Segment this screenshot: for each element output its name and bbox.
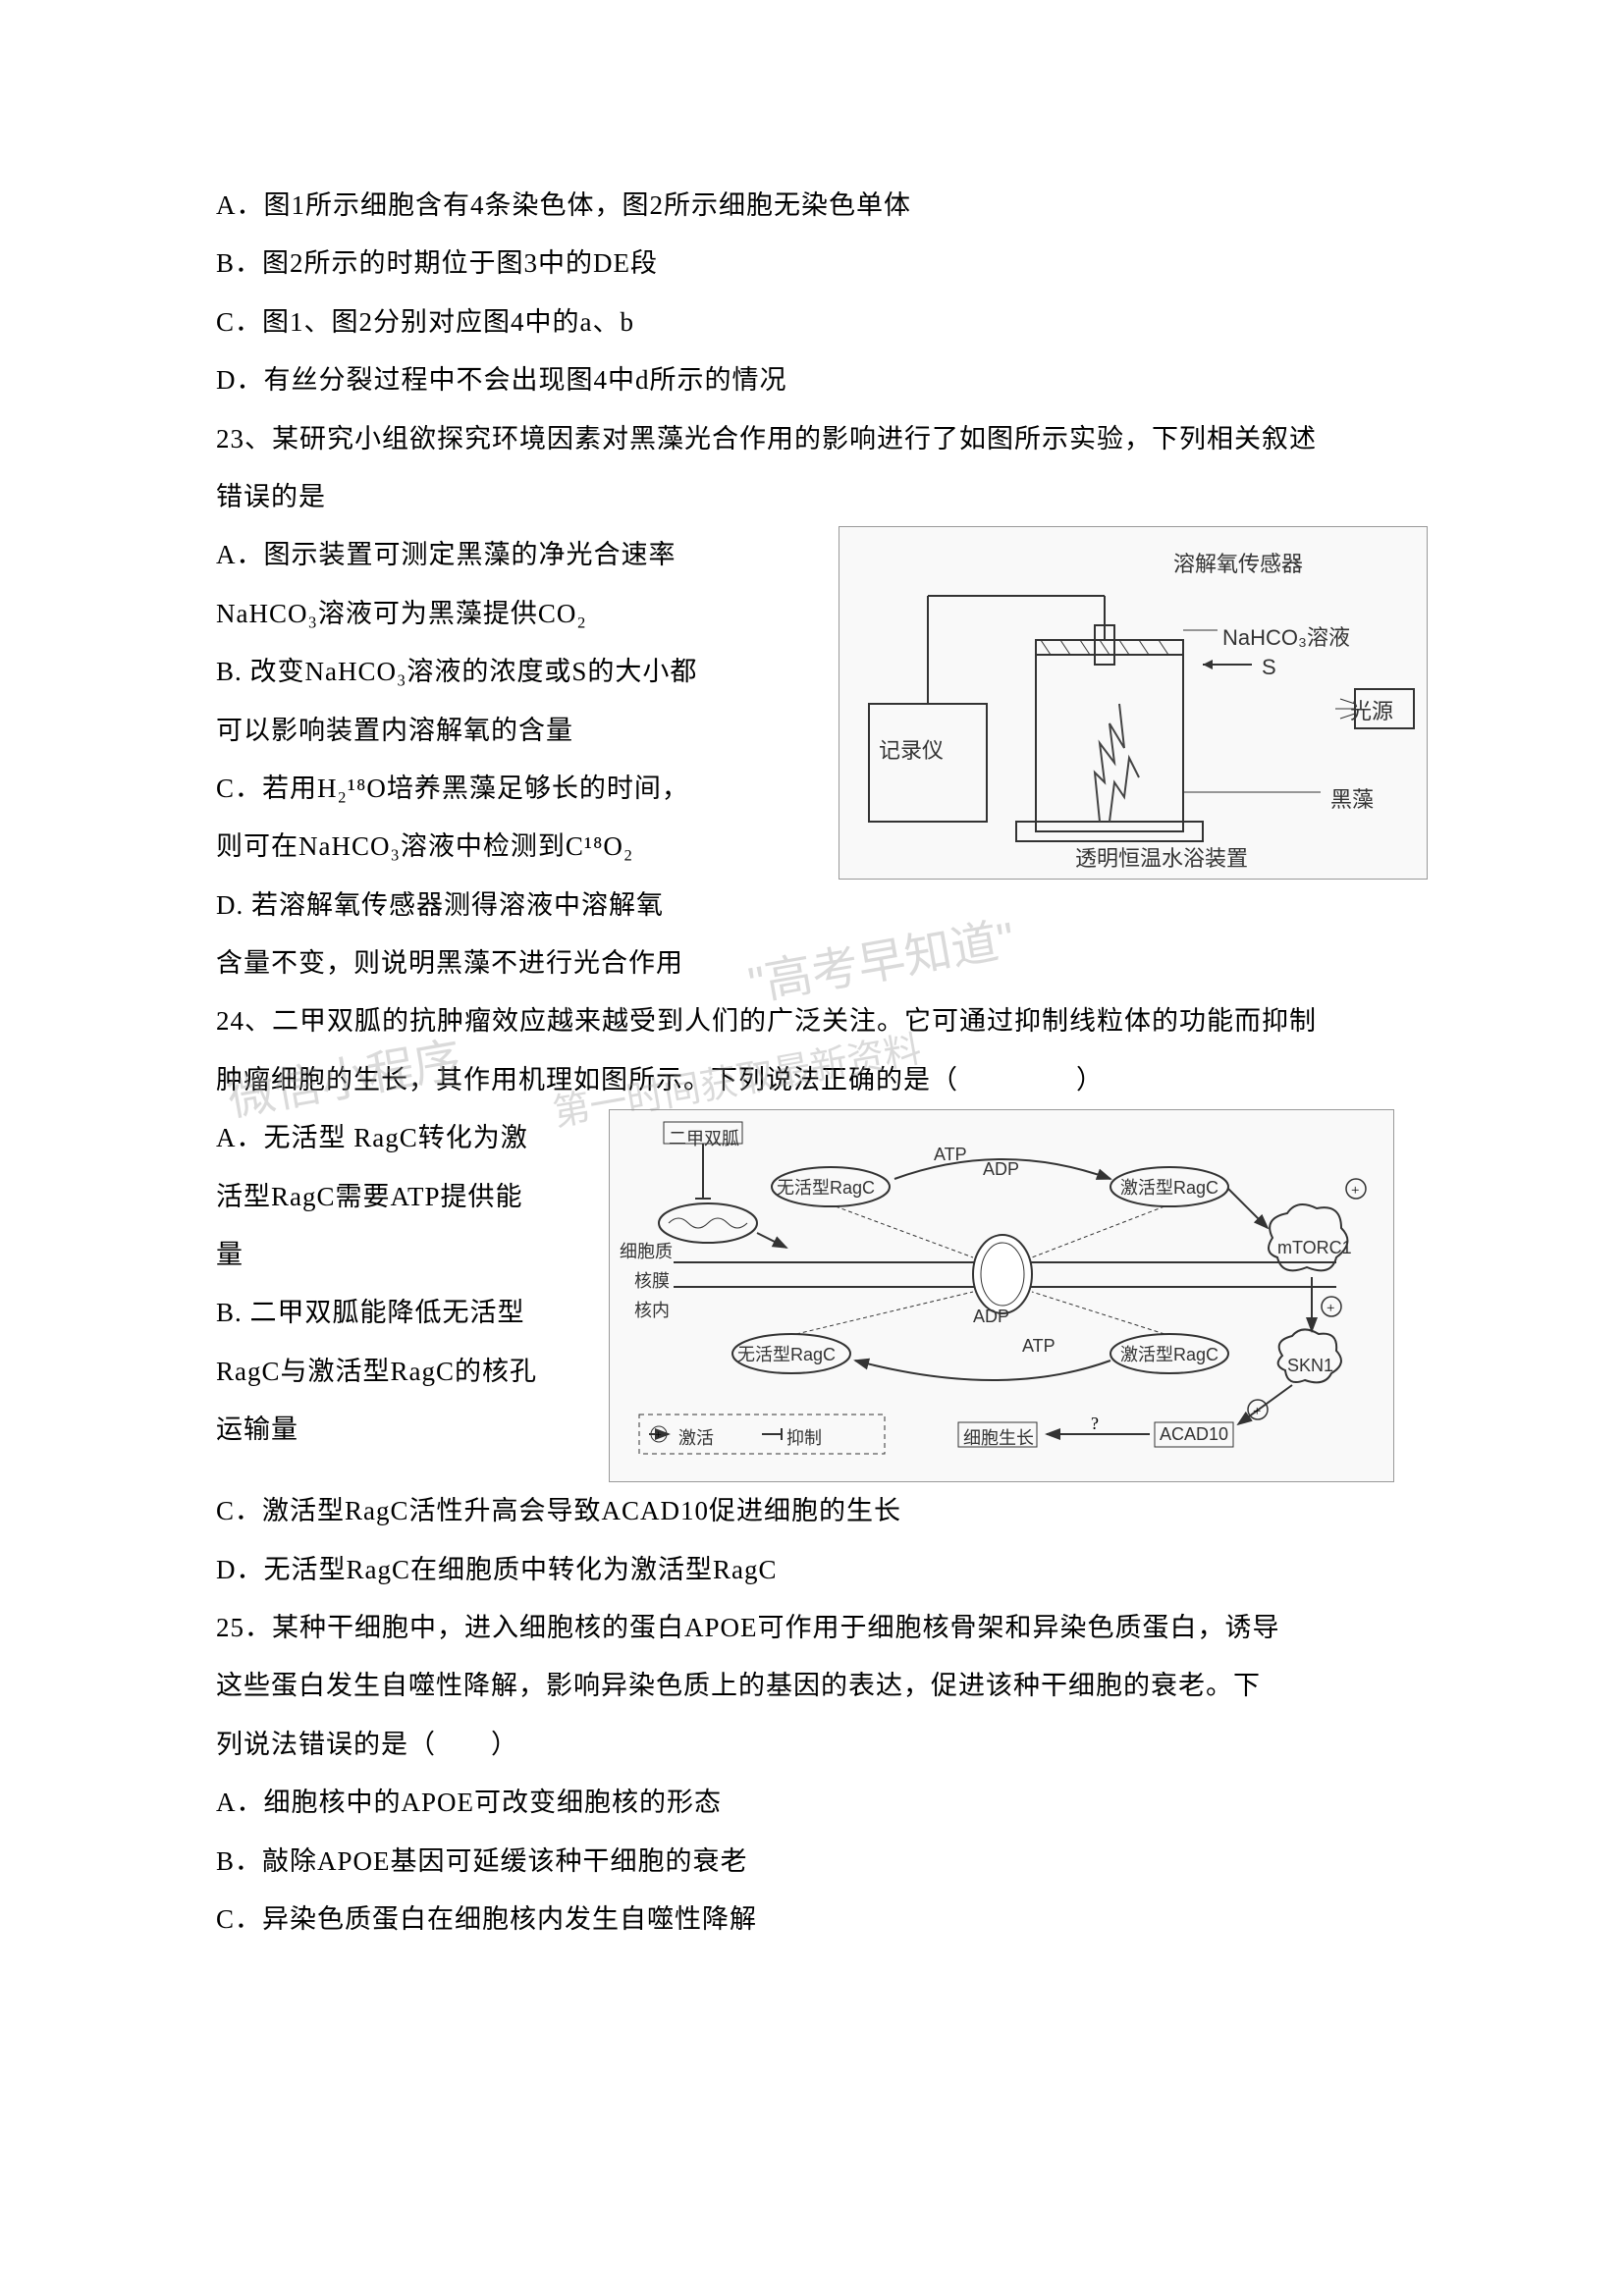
q23-figure-container: 溶解氧传感器 NaHCO₃溶液 S 光源 记录仪 黑藻 透明恒温水浴装置 (839, 526, 1428, 880)
q24-label-active1: 激活型RagC (1120, 1174, 1218, 1200)
q23-option-b-line2: 可以影响装置内溶解氧的含量 (216, 702, 819, 760)
q25-stem-line3: 列说法错误的是（ ） (216, 1716, 1428, 1774)
q24-label-nucleus: 核内 (634, 1297, 670, 1322)
q23-label-bath: 透明恒温水浴装置 (1075, 841, 1248, 873)
q24-option-a-line1: A．无活型 RagC转化为激 (216, 1109, 589, 1167)
q24-option-a-line3: 量 (216, 1226, 589, 1284)
q23-label-solution: NaHCO₃溶液 (1222, 620, 1350, 652)
q24-option-b-line3: 运输量 (216, 1401, 589, 1459)
q24-text-column: A．无活型 RagC转化为激 活型RagC需要ATP提供能 量 B. 二甲双胍能… (216, 1109, 589, 1459)
q24-option-b-line2: RagC与激活型RagC的核孔 (216, 1343, 589, 1401)
q24-label-skn1: SKN1 (1287, 1356, 1333, 1376)
q24-stem-line2-end: ） (1076, 1065, 1104, 1095)
q24-label-acad10: ACAD10 (1160, 1424, 1228, 1445)
q24-label-inactive2: 无活型RagC (737, 1341, 836, 1366)
q24-label-adp2: ADP (973, 1307, 1009, 1327)
q22-option-c: C．图1、图2分别对应图4中的a、b (216, 294, 1428, 351)
q23-option-a-line2: NaHCO₃溶液可为黑藻提供CO₂ (216, 585, 819, 643)
q24-option-b-line1: B. 二甲双胍能降低无活型 (216, 1284, 589, 1342)
q24-label-mtorc1: mTORC1 (1277, 1238, 1352, 1258)
q23-label-sensor: 溶解氧传感器 (1173, 547, 1303, 578)
q24-stem-line2-text: 肿瘤细胞的生长，其作用机理如图所示。下列说法正确的是（ (216, 1065, 958, 1095)
q25-option-a: A．细胞核中的APOE可改变细胞核的形态 (216, 1774, 1428, 1832)
q24-option-d: D．无活型RagC在细胞质中转化为激活型RagC (216, 1541, 1428, 1599)
q22-option-a: A．图1所示细胞含有4条染色体，图2所示细胞无染色单体 (216, 177, 1428, 235)
q23-apparatus-svg (839, 527, 1429, 881)
svg-text:+: + (1253, 1404, 1261, 1419)
q24-figure-container: + ? + + + (609, 1109, 1394, 1482)
q23-option-d-line1: D. 若溶解氧传感器测得溶液中溶解氧 (216, 877, 819, 934)
q24-label-membrane: 核膜 (634, 1267, 670, 1293)
q25-stem-line1: 25．某种干细胞中，进入细胞核的蛋白APOE可作用于细胞核骨架和异染色质蛋白，诱… (216, 1599, 1428, 1657)
svg-text:+: + (1326, 1301, 1334, 1316)
q23-option-c-line2: 则可在NaHCO₃溶液中检测到C¹⁸O₂ (216, 818, 819, 876)
q23-label-recorder: 记录仪 (879, 733, 944, 765)
q24-label-adp1: ADP (983, 1159, 1019, 1180)
q23-option-a-line1: A．图示装置可测定黑藻的净光合速率 (216, 526, 819, 584)
q23-option-d-line2: 含量不变，则说明黑藻不进行光合作用 (216, 934, 819, 992)
svg-text:+: + (655, 1427, 662, 1441)
q24-body: A．无活型 RagC转化为激 活型RagC需要ATP提供能 量 B. 二甲双胍能… (216, 1109, 1428, 1482)
q24-stem-line2: 肿瘤细胞的生长，其作用机理如图所示。下列说法正确的是（ ） (216, 1051, 1428, 1109)
q25-stem-line2: 这些蛋白发生自噬性降解，影响异染色质上的基因的表达，促进该种干细胞的衰老。下 (216, 1657, 1428, 1715)
q24-option-a-line2: 活型RagC需要ATP提供能 (216, 1168, 589, 1226)
q23-option-c-line1: C．若用H₂¹⁸O培养黑藻足够长的时间， (216, 760, 819, 818)
q24-label-legend-activate: 激活 (678, 1424, 714, 1450)
q23-label-algae: 黑藻 (1330, 782, 1374, 814)
q23-stem-line1: 23、某研究小组欲探究环境因素对黑藻光合作用的影响进行了如图所示实验，下列相关叙… (216, 410, 1428, 468)
svg-text:?: ? (1091, 1414, 1099, 1433)
q22-option-d: D．有丝分裂过程中不会出现图4中d所示的情况 (216, 351, 1428, 409)
q23-stem-line2: 错误的是 (216, 468, 1428, 526)
q23-label-light: 光源 (1350, 694, 1393, 725)
q24-label-cytoplasm: 细胞质 (620, 1238, 673, 1263)
q24-label-legend-inhibit: 抑制 (786, 1424, 822, 1450)
q24-label-atp1: ATP (934, 1145, 967, 1165)
q24-label-atp2: ATP (1022, 1336, 1056, 1357)
q24-label-cellgrowth: 细胞生长 (963, 1424, 1034, 1450)
q23-option-b-line1: B. 改变NaHCO₃溶液的浓度或S的大小都 (216, 643, 819, 701)
q24-label-inactive1: 无活型RagC (777, 1174, 875, 1200)
q24-label-drug: 二甲双胍 (669, 1125, 739, 1150)
svg-text:+: + (1351, 1183, 1359, 1199)
q25-option-c: C．异染色质蛋白在细胞核内发生自噬性降解 (216, 1891, 1428, 1949)
q24-label-active2: 激活型RagC (1120, 1341, 1218, 1366)
q23-figure: 溶解氧传感器 NaHCO₃溶液 S 光源 记录仪 黑藻 透明恒温水浴装置 (839, 526, 1428, 880)
q23-text-column: A．图示装置可测定黑藻的净光合速率 NaHCO₃溶液可为黑藻提供CO₂ B. 改… (216, 526, 819, 992)
q24-stem-line1: 24、二甲双胍的抗肿瘤效应越来越受到人们的广泛关注。它可通过抑制线粒体的功能而抑… (216, 992, 1428, 1050)
q24-option-c: C．激活型RagC活性升高会导致ACAD10促进细胞的生长 (216, 1482, 1428, 1540)
q25-option-b: B．敲除APOE基因可延缓该种干细胞的衰老 (216, 1833, 1428, 1891)
q23-label-s: S (1262, 655, 1276, 680)
q24-figure: + ? + + + (609, 1109, 1394, 1482)
q22-option-b: B．图2所示的时期位于图3中的DE段 (216, 235, 1428, 293)
q23-body: A．图示装置可测定黑藻的净光合速率 NaHCO₃溶液可为黑藻提供CO₂ B. 改… (216, 526, 1428, 992)
